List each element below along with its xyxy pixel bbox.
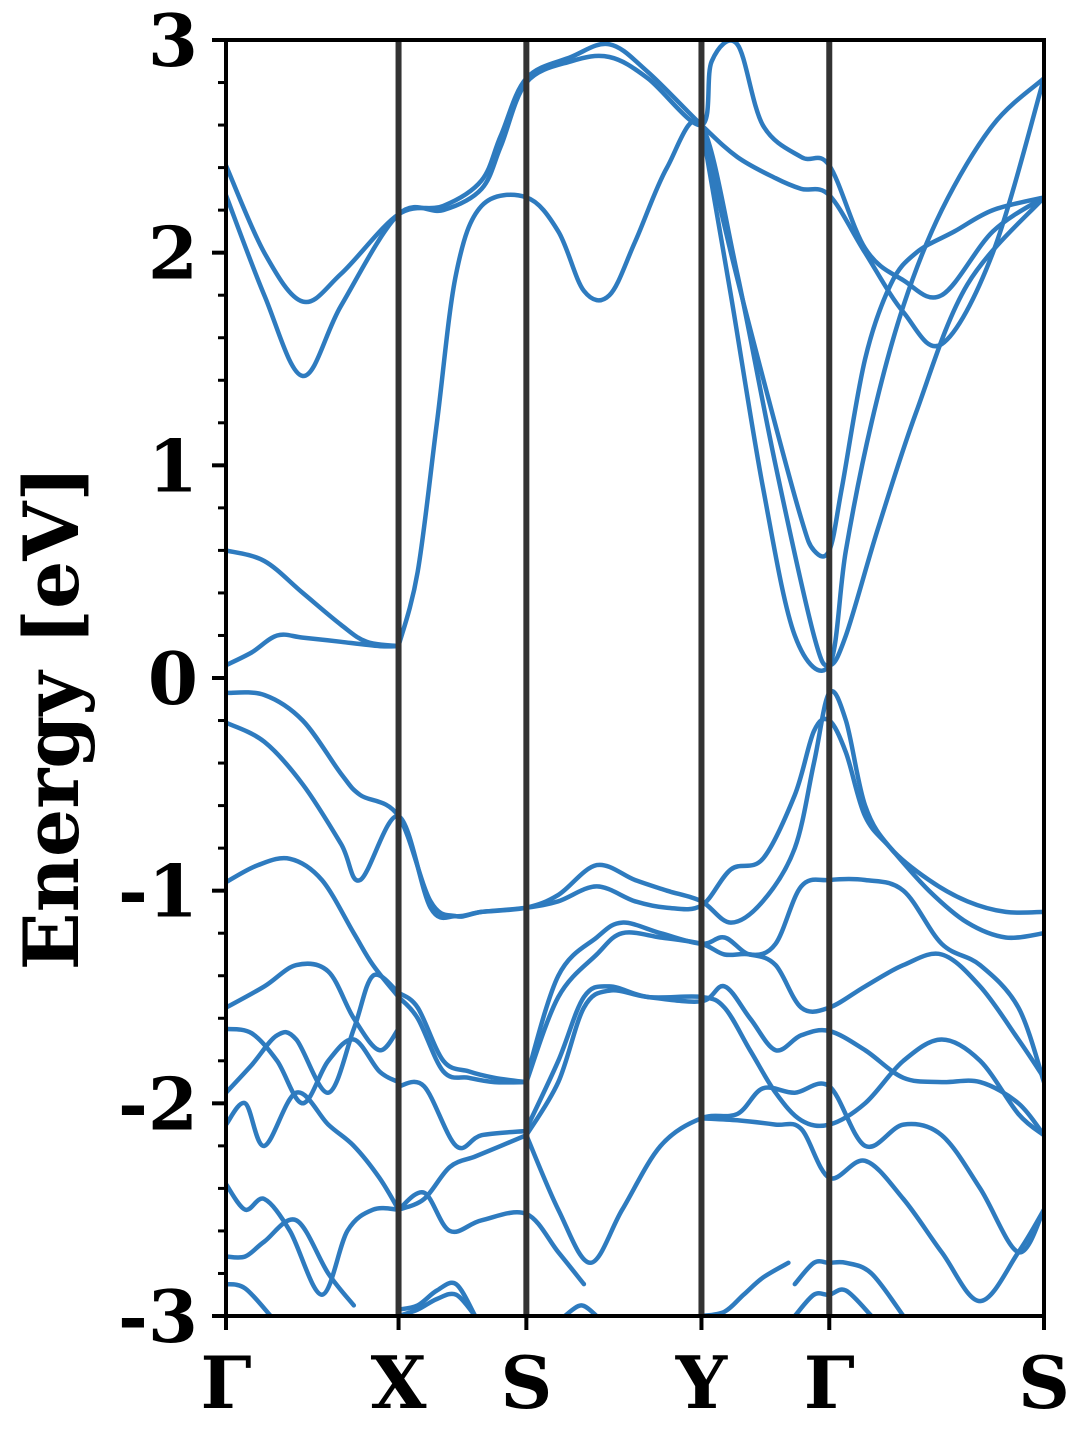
band-line-13	[396, 990, 529, 1085]
band-line-12	[396, 994, 529, 1085]
x-tick-label: Y	[675, 1340, 729, 1425]
band-line-3	[396, 118, 1044, 668]
band-line-1	[226, 40, 1044, 379]
band-line-7	[226, 632, 401, 668]
ticks-layer	[212, 38, 1046, 1330]
band-line-8	[226, 689, 1044, 925]
y-tick-label: 1	[148, 423, 198, 508]
y-tick-label: -3	[118, 1274, 198, 1359]
band-line-9	[226, 716, 1044, 941]
x-tick-label: S	[500, 1340, 552, 1425]
band-line-16	[524, 930, 1044, 1085]
band-line-17	[524, 876, 1044, 1085]
band-line-4	[699, 76, 1044, 673]
y-tick-label: 3	[148, 0, 198, 83]
band-line-30	[396, 1280, 478, 1316]
band-line-22	[396, 1132, 529, 1212]
y-axis-title: Energy [eV]	[7, 466, 96, 971]
band-line-10	[226, 855, 401, 1000]
band-line-21	[226, 1090, 401, 1212]
band-line-26	[699, 1115, 1044, 1304]
bands-layer	[226, 40, 1044, 1316]
y-tick-label: -2	[118, 1061, 198, 1146]
band-line-18	[524, 983, 1044, 1138]
y-tick-label: 0	[148, 636, 198, 721]
band-line-19	[524, 984, 1044, 1138]
kpoint-lines-layer	[395, 40, 833, 1316]
band-line-28	[792, 1259, 906, 1316]
band-line-24	[396, 1190, 587, 1287]
band-line-11	[226, 961, 401, 1053]
plot-frame	[224, 38, 1046, 1318]
band-line-6	[226, 548, 401, 649]
x-tick-label: S	[1018, 1340, 1070, 1425]
x-tick-label: X	[371, 1340, 427, 1425]
x-tick-label: Γ	[200, 1340, 251, 1425]
band-line-5	[699, 122, 1044, 559]
band-line-23	[226, 1181, 401, 1297]
band-line-15	[226, 972, 401, 1095]
band-line-20	[396, 1079, 529, 1151]
band-line-34	[562, 1303, 599, 1316]
band-line-32	[699, 1260, 791, 1316]
band-line-25	[524, 1081, 1044, 1266]
y-tick-labels: 3 2 1 0 -1 -2 -3	[118, 0, 198, 1359]
band-line-2	[226, 41, 1044, 349]
y-tick-label: -1	[118, 849, 198, 934]
band-line-14	[226, 1026, 401, 1106]
y-tick-label: 2	[148, 211, 198, 296]
band-line-27	[226, 1217, 357, 1308]
x-tick-label: Γ	[804, 1340, 855, 1425]
band-line-31	[396, 1291, 478, 1316]
band-line-29	[792, 1287, 874, 1316]
band-line-33	[226, 1281, 273, 1316]
